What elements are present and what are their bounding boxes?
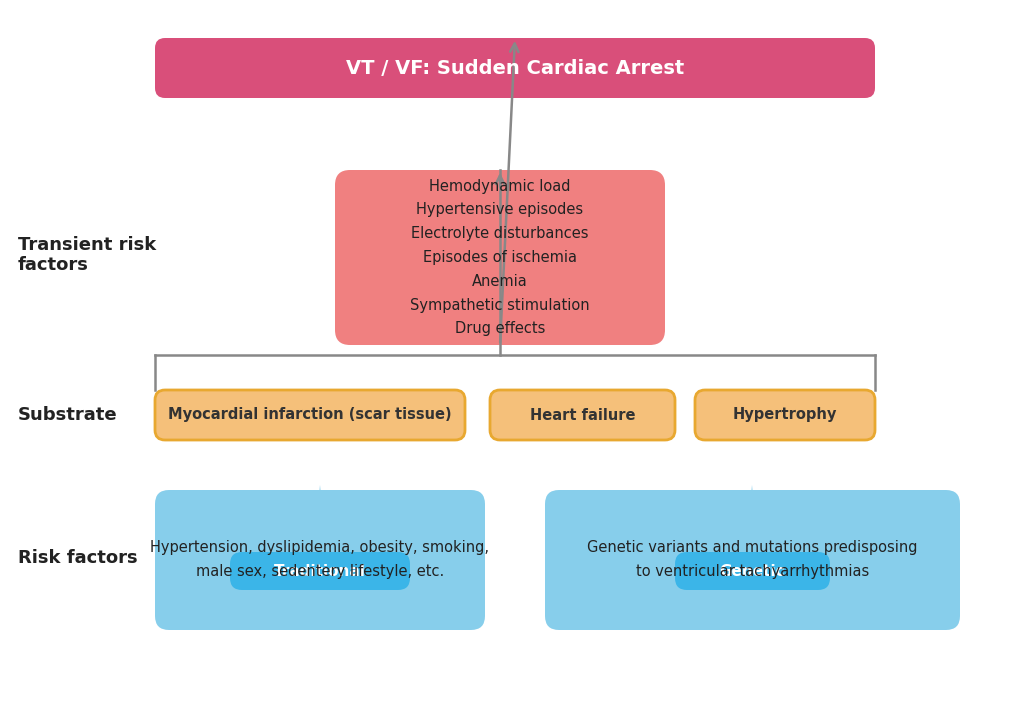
Text: Hypertrophy: Hypertrophy	[733, 407, 838, 423]
Text: Sympathetic stimulation: Sympathetic stimulation	[411, 298, 590, 313]
Text: Heart failure: Heart failure	[529, 407, 635, 423]
Text: Hemodynamic load: Hemodynamic load	[429, 179, 570, 193]
Text: Drug effects: Drug effects	[455, 322, 545, 336]
FancyBboxPatch shape	[230, 552, 410, 590]
Polygon shape	[738, 485, 766, 628]
Text: Genetic: Genetic	[720, 564, 785, 578]
Text: Hypertensive episodes: Hypertensive episodes	[417, 203, 584, 217]
FancyBboxPatch shape	[155, 390, 465, 440]
Polygon shape	[306, 485, 334, 628]
FancyBboxPatch shape	[155, 38, 874, 98]
Text: Myocardial infarction (scar tissue): Myocardial infarction (scar tissue)	[168, 407, 452, 423]
Text: Episodes of ischemia: Episodes of ischemia	[423, 250, 577, 265]
Text: Substrate: Substrate	[18, 406, 118, 424]
Text: Genetic variants and mutations predisposing
to ventricular tachyarrhythmias: Genetic variants and mutations predispos…	[587, 540, 918, 579]
Text: Electrolyte disturbances: Electrolyte disturbances	[412, 226, 589, 241]
FancyBboxPatch shape	[695, 390, 874, 440]
FancyBboxPatch shape	[675, 552, 830, 590]
FancyBboxPatch shape	[490, 390, 675, 440]
Text: VT / VF: Sudden Cardiac Arrest: VT / VF: Sudden Cardiac Arrest	[346, 58, 684, 78]
FancyBboxPatch shape	[155, 490, 485, 630]
Text: Transient risk
factors: Transient risk factors	[18, 236, 157, 274]
Text: Risk factors: Risk factors	[18, 549, 137, 567]
FancyBboxPatch shape	[335, 170, 665, 345]
Text: Traditional: Traditional	[274, 564, 366, 578]
Text: Anemia: Anemia	[472, 274, 528, 289]
FancyBboxPatch shape	[545, 490, 961, 630]
Text: Hypertension, dyslipidemia, obesity, smoking,
male sex, sedentery lifestyle, etc: Hypertension, dyslipidemia, obesity, smo…	[151, 540, 489, 579]
